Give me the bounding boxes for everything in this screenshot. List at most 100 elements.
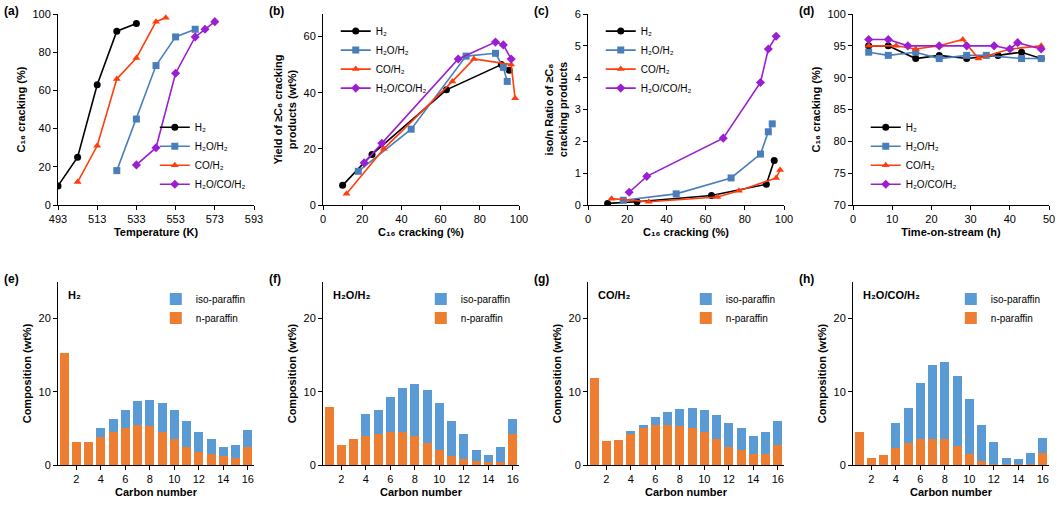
svg-text:0: 0	[45, 459, 51, 471]
svg-text:100: 100	[827, 8, 845, 20]
svg-text:10: 10	[569, 386, 581, 398]
svg-text:C₁₆ cracking (%): C₁₆ cracking (%)	[378, 226, 464, 238]
svg-text:12: 12	[458, 473, 470, 485]
svg-text:12: 12	[193, 473, 205, 485]
svg-text:20: 20	[621, 213, 633, 225]
svg-text:Carbon number: Carbon number	[380, 486, 463, 498]
svg-text:8: 8	[942, 473, 948, 485]
svg-text:2: 2	[338, 473, 344, 485]
svg-text:4: 4	[363, 473, 369, 485]
svg-text:2: 2	[73, 473, 79, 485]
svg-text:85: 85	[834, 103, 846, 115]
svg-text:Temperature (K): Temperature (K)	[114, 226, 198, 238]
svg-text:513: 513	[88, 213, 106, 225]
svg-text:(d): (d)	[799, 4, 814, 18]
svg-text:14: 14	[217, 473, 229, 485]
svg-text:20: 20	[356, 213, 368, 225]
svg-text:593: 593	[245, 213, 263, 225]
svg-text:60: 60	[304, 30, 316, 42]
svg-text:14: 14	[747, 473, 759, 485]
svg-text:10: 10	[834, 386, 846, 398]
svg-text:95: 95	[834, 40, 846, 52]
svg-text:573: 573	[206, 213, 224, 225]
svg-text:100: 100	[32, 8, 50, 20]
svg-text:1: 1	[575, 167, 581, 179]
svg-text:5: 5	[575, 40, 581, 52]
svg-text:C₁₆ cracking (%): C₁₆ cracking (%)	[15, 66, 27, 152]
svg-text:CO/H₂: CO/H₂	[598, 289, 631, 301]
svg-text:20: 20	[39, 312, 51, 324]
svg-text:iso-paraffin: iso-paraffin	[991, 294, 1040, 305]
svg-text:20: 20	[834, 312, 846, 324]
svg-text:6: 6	[122, 473, 128, 485]
svg-text:Carbon number: Carbon number	[115, 486, 198, 498]
svg-text:iso-paraffin: iso-paraffin	[726, 294, 775, 305]
svg-text:H₂O/CO/H₂: H₂O/CO/H₂	[376, 83, 427, 94]
svg-text:H₂O/H₂: H₂O/H₂	[376, 45, 409, 56]
svg-text:10: 10	[304, 386, 316, 398]
svg-text:0: 0	[575, 199, 581, 211]
svg-text:80: 80	[474, 213, 486, 225]
svg-text:Composition (wt%): Composition (wt%)	[551, 323, 563, 423]
svg-text:H₂: H₂	[376, 26, 387, 37]
svg-text:iso-paraffin: iso-paraffin	[461, 294, 510, 305]
svg-text:60: 60	[434, 213, 446, 225]
svg-text:Composition (wt%): Composition (wt%)	[21, 323, 33, 423]
svg-text:H₂O/H₂: H₂O/H₂	[333, 289, 370, 301]
svg-text:100: 100	[775, 213, 793, 225]
svg-text:(g): (g)	[534, 272, 549, 286]
svg-text:16: 16	[1037, 473, 1049, 485]
svg-text:40: 40	[660, 213, 672, 225]
svg-text:H₂: H₂	[68, 289, 81, 301]
svg-text:2: 2	[575, 135, 581, 147]
svg-text:20: 20	[304, 143, 316, 155]
svg-text:4: 4	[575, 72, 581, 84]
svg-text:0: 0	[45, 199, 51, 211]
svg-text:14: 14	[1012, 473, 1024, 485]
svg-text:10: 10	[433, 473, 445, 485]
svg-text:H₂O/CO/H₂: H₂O/CO/H₂	[906, 179, 957, 190]
svg-text:80: 80	[834, 135, 846, 147]
svg-text:60: 60	[39, 84, 51, 96]
svg-text:Carbon number: Carbon number	[910, 486, 993, 498]
svg-text:iso/n Ratio of ≥C₈cracking pro: iso/n Ratio of ≥C₈cracking products	[543, 62, 569, 157]
svg-text:(c): (c)	[534, 4, 549, 18]
svg-text:CO/H₂: CO/H₂	[641, 64, 670, 75]
svg-text:20: 20	[304, 312, 316, 324]
svg-text:16: 16	[772, 473, 784, 485]
svg-text:H₂: H₂	[641, 26, 652, 37]
svg-text:12: 12	[723, 473, 735, 485]
svg-text:(e): (e)	[4, 272, 19, 286]
svg-text:20: 20	[39, 161, 51, 173]
svg-text:n-paraffin: n-paraffin	[991, 313, 1033, 324]
svg-text:4: 4	[628, 473, 634, 485]
svg-text:80: 80	[739, 213, 751, 225]
svg-text:40: 40	[1004, 213, 1016, 225]
svg-text:0: 0	[310, 199, 316, 211]
svg-text:H₂: H₂	[195, 122, 206, 133]
svg-text:0: 0	[585, 213, 591, 225]
svg-text:CO/H₂: CO/H₂	[906, 160, 935, 171]
svg-text:3: 3	[575, 103, 581, 115]
svg-text:(b): (b)	[269, 4, 284, 18]
svg-text:533: 533	[127, 213, 145, 225]
svg-text:20: 20	[569, 312, 581, 324]
svg-text:0: 0	[575, 459, 581, 471]
svg-text:Time-on-stream (h): Time-on-stream (h)	[901, 226, 1001, 238]
svg-text:100: 100	[510, 213, 528, 225]
svg-text:H₂O/H₂: H₂O/H₂	[906, 141, 939, 152]
svg-text:0: 0	[320, 213, 326, 225]
svg-text:(a): (a)	[4, 4, 19, 18]
svg-text:H₂O/CO/H₂: H₂O/CO/H₂	[195, 179, 246, 190]
svg-text:14: 14	[482, 473, 494, 485]
svg-text:75: 75	[834, 167, 846, 179]
svg-text:6: 6	[575, 8, 581, 20]
svg-text:493: 493	[49, 213, 67, 225]
svg-text:2: 2	[603, 473, 609, 485]
svg-text:10: 10	[39, 386, 51, 398]
svg-text:20: 20	[925, 213, 937, 225]
svg-text:Composition (wt%): Composition (wt%)	[286, 323, 298, 423]
svg-text:Yield of ≥C₈ crackingproducts: Yield of ≥C₈ crackingproducts (wt%)	[272, 55, 298, 165]
svg-text:4: 4	[98, 473, 104, 485]
svg-text:C₁₆ cracking (%): C₁₆ cracking (%)	[643, 226, 729, 238]
